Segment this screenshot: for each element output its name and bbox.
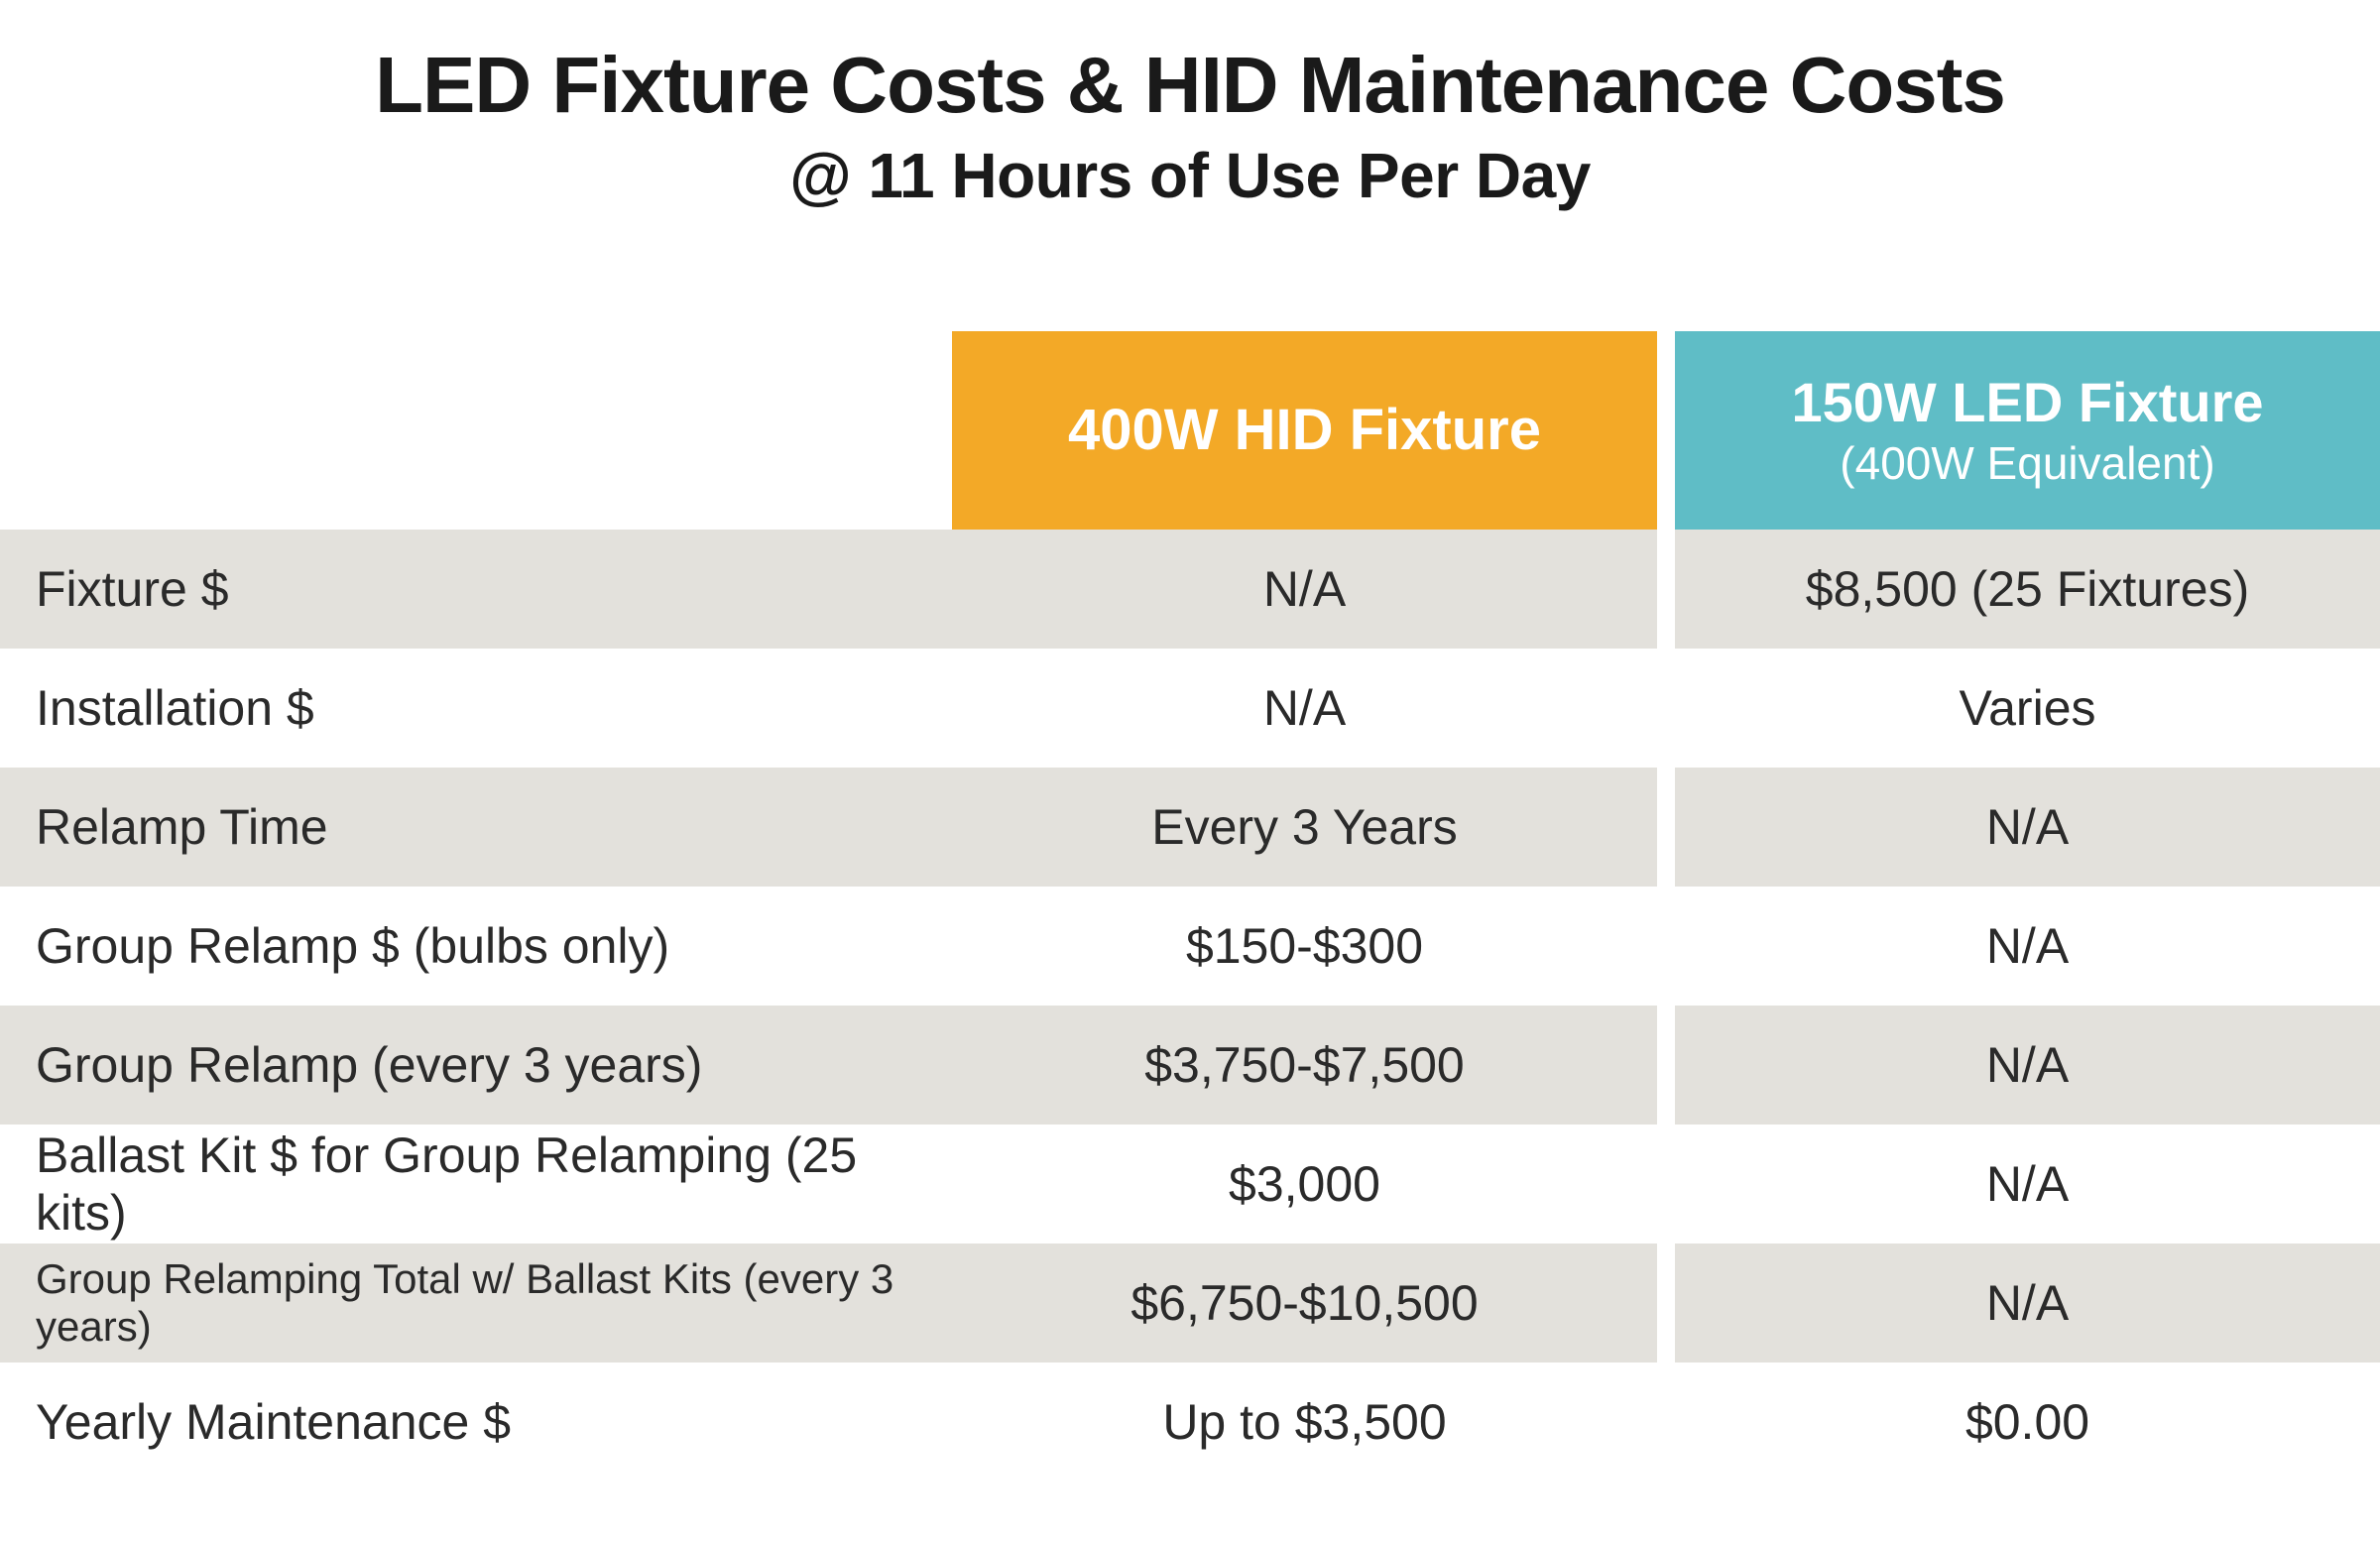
cost-table: 400W HID Fixture 150W LED Fixture (400W … xyxy=(0,331,2380,1482)
cell-led: N/A xyxy=(1666,1125,2380,1244)
cell-hid: $150-$300 xyxy=(952,887,1666,1006)
cell-led: N/A xyxy=(1666,1006,2380,1125)
header-led: 150W LED Fixture (400W Equivalent) xyxy=(1666,331,2380,530)
page-title: LED Fixture Costs & HID Maintenance Cost… xyxy=(0,40,2380,131)
cell-hid: $3,750-$7,500 xyxy=(952,1006,1666,1125)
row-label: Relamp Time xyxy=(0,768,952,887)
row-label: Group Relamp $ (bulbs only) xyxy=(0,887,952,1006)
table-row: Relamp TimeEvery 3 YearsN/A xyxy=(0,768,2380,887)
cell-hid: $3,000 xyxy=(952,1125,1666,1244)
cell-led: Varies xyxy=(1666,649,2380,768)
table-row: Fixture $N/A$8,500 (25 Fixtures) xyxy=(0,530,2380,649)
table-row: Yearly Maintenance $Up to $3,500$0.00 xyxy=(0,1363,2380,1482)
table-row: Group Relamping Total w/ Ballast Kits (e… xyxy=(0,1244,2380,1363)
row-label: Installation $ xyxy=(0,649,952,768)
row-label: Group Relamping Total w/ Ballast Kits (e… xyxy=(0,1244,952,1363)
page: LED Fixture Costs & HID Maintenance Cost… xyxy=(0,40,2380,1482)
header-led-sub: (400W Equivalent) xyxy=(1675,437,2380,490)
row-label: Group Relamp (every 3 years) xyxy=(0,1006,952,1125)
cell-hid: N/A xyxy=(952,649,1666,768)
header-blank xyxy=(0,331,952,530)
table-row: Ballast Kit $ for Group Relamping (25 ki… xyxy=(0,1125,2380,1244)
cell-led: N/A xyxy=(1666,887,2380,1006)
table-row: Group Relamp $ (bulbs only)$150-$300N/A xyxy=(0,887,2380,1006)
row-label: Ballast Kit $ for Group Relamping (25 ki… xyxy=(0,1125,952,1244)
table-header-row: 400W HID Fixture 150W LED Fixture (400W … xyxy=(0,331,2380,530)
table-row: Group Relamp (every 3 years)$3,750-$7,50… xyxy=(0,1006,2380,1125)
cell-hid: $6,750-$10,500 xyxy=(952,1244,1666,1363)
cell-hid: Up to $3,500 xyxy=(952,1363,1666,1482)
table-row: Installation $N/AVaries xyxy=(0,649,2380,768)
header-led-title: 150W LED Fixture xyxy=(1791,371,2263,433)
header-hid-title: 400W HID Fixture xyxy=(1068,398,1541,462)
row-label: Yearly Maintenance $ xyxy=(0,1363,952,1482)
cell-hid: N/A xyxy=(952,530,1666,649)
table-body: Fixture $N/A$8,500 (25 Fixtures)Installa… xyxy=(0,530,2380,1482)
cell-led: $0.00 xyxy=(1666,1363,2380,1482)
row-label: Fixture $ xyxy=(0,530,952,649)
cell-led: $8,500 (25 Fixtures) xyxy=(1666,530,2380,649)
title-block: LED Fixture Costs & HID Maintenance Cost… xyxy=(0,40,2380,212)
page-subtitle: @ 11 Hours of Use Per Day xyxy=(0,139,2380,212)
cell-hid: Every 3 Years xyxy=(952,768,1666,887)
cell-led: N/A xyxy=(1666,1244,2380,1363)
cell-led: N/A xyxy=(1666,768,2380,887)
header-hid: 400W HID Fixture xyxy=(952,331,1666,530)
